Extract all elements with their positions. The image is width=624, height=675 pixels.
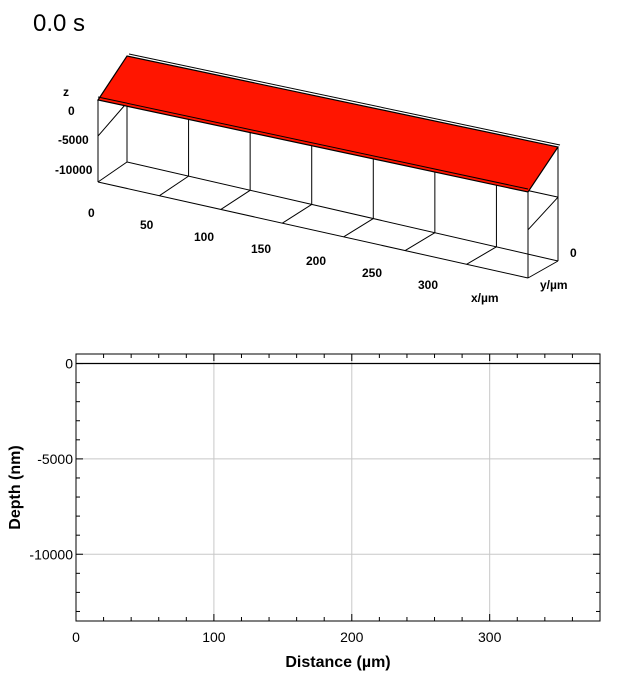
y-tick-label: 0 [65, 356, 73, 372]
plot-area [76, 354, 600, 621]
x-tick-label: 0 [88, 206, 95, 220]
y-tick-label: 0 [570, 246, 577, 260]
z-tick-label: -5000 [58, 133, 89, 147]
floor-gridline [282, 204, 312, 224]
back-wall-bottom-edge [126, 161, 559, 262]
x-tick-label: 200 [306, 254, 326, 268]
x-tick-label: 100 [194, 230, 214, 244]
x-tick-label: 200 [340, 629, 364, 645]
x-tick-label: 250 [362, 266, 382, 280]
left-floor-edge [97, 161, 128, 183]
y-axis-label: y/µm [540, 278, 568, 292]
x-tick-label: 300 [478, 629, 502, 645]
y-axis-title: Depth (nm) [7, 445, 24, 529]
depth-profile-plot: 0 100 200 300 0 -5000 -10000 Distance (µm) Depth… [7, 353, 601, 671]
surface-back-edge [128, 53, 561, 146]
x-tick-label: 100 [202, 629, 226, 645]
x-axis-title: Distance (µm) [285, 654, 390, 671]
x-tick-label: 0 [72, 629, 80, 645]
floor-gridline [343, 218, 374, 238]
x-tick-label: 150 [251, 242, 271, 256]
time-label: 0.0 s [33, 10, 86, 37]
floor-front-edge [97, 181, 529, 279]
z-tick-label: 0 [68, 104, 75, 118]
floor-gridline [220, 189, 251, 210]
surface-3d-plot: z 0 -5000 -10000 0 50 100 150 200 250 300 x/µm 0 y/µm [55, 53, 577, 305]
plot-frame [75, 353, 601, 622]
y-tick-label: -10000 [29, 546, 73, 562]
z-tick-label: -10000 [55, 163, 93, 177]
x-tick-label: 300 [418, 278, 438, 292]
surface-edge [97, 96, 529, 190]
floor-right-edge [527, 260, 559, 279]
right-wall-gridline [527, 196, 559, 231]
floor-gridline [404, 232, 436, 251]
floor-gridline [159, 175, 189, 197]
z-axis-label: z [63, 85, 69, 99]
y-tick-label: -5000 [37, 451, 73, 467]
left-wall-gridline [97, 102, 128, 137]
x-axis-label: x/µm [471, 291, 499, 305]
x-tick-label: 50 [140, 218, 154, 232]
floor-gridline [466, 246, 497, 265]
surface-polygon [97, 55, 559, 193]
